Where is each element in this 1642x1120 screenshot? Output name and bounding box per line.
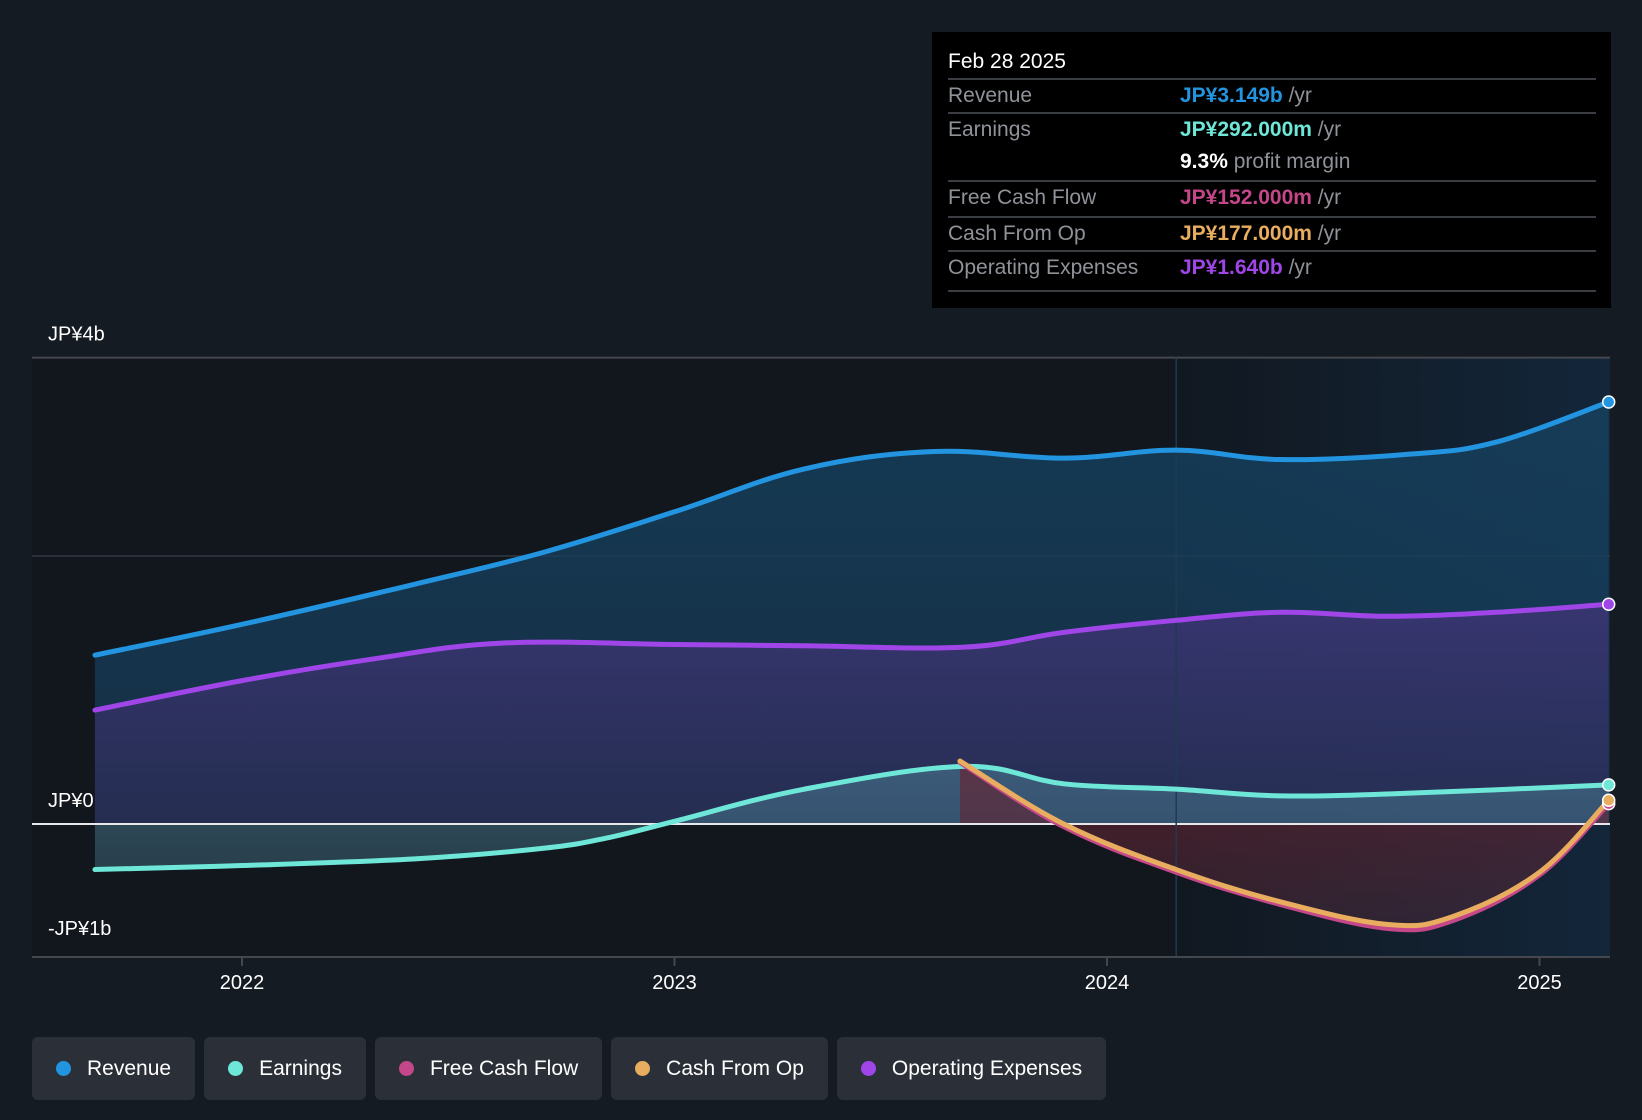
x-tick-label: 2023 — [652, 972, 697, 994]
legend-item-cash-from-op[interactable]: Cash From Op — [611, 1037, 828, 1100]
operating-expenses-endpoint — [1601, 597, 1616, 611]
tooltip-value: JP¥1.640b /yr — [1180, 252, 1312, 284]
tooltip: Feb 28 2025 Revenue JP¥3.149b /yr Earnin… — [932, 32, 1611, 308]
series-areas — [94, 402, 1609, 930]
tooltip-value: JP¥152.000m /yr — [1180, 182, 1341, 214]
y-tick-label: -JP¥1b — [48, 918, 111, 940]
revenue-dot-icon — [56, 1061, 71, 1076]
tooltip-date: Feb 28 2025 — [948, 50, 1066, 73]
free-cash-flow-area — [959, 762, 1609, 930]
legend-item-revenue[interactable]: Revenue — [32, 1037, 196, 1100]
free-cash-flow-dot-icon — [398, 1061, 414, 1076]
tooltip-row-profit-margin: 9.3% profit margin — [948, 146, 1596, 180]
tooltip-value: JP¥292.000m /yr — [1180, 114, 1341, 146]
legend-label: Revenue — [87, 1056, 172, 1080]
tooltip-value-amount: JP¥177.000m — [1180, 222, 1312, 245]
legend-item-free-cash-flow[interactable]: Free Cash Flow — [374, 1037, 603, 1100]
tooltip-unit: /yr — [1288, 84, 1312, 107]
tooltip-unit: profit margin — [1233, 150, 1351, 173]
legend-label: Earnings — [259, 1056, 342, 1080]
legend-label: Free Cash Flow — [429, 1056, 579, 1080]
legend-item-earnings[interactable]: Earnings — [204, 1037, 366, 1100]
operating-expenses-line — [92, 601, 1612, 713]
tooltip-unit: /yr — [1317, 118, 1342, 141]
tooltip-label: Revenue — [948, 84, 1033, 107]
tooltip-value-amount: JP¥152.000m — [1180, 186, 1312, 209]
y-tick-label: JP¥0 — [48, 790, 94, 812]
legend-label: Operating Expenses — [891, 1056, 1083, 1080]
operating-expenses-area — [94, 604, 1609, 824]
tooltip-unit: /yr — [1288, 256, 1312, 279]
cash-from-op-dot-icon — [635, 1061, 651, 1076]
tooltip-value: JP¥3.149b /yr — [1180, 80, 1312, 112]
tooltip-row-earnings: Earnings JP¥292.000m /yr — [948, 112, 1596, 148]
tooltip-label: Cash From Op — [948, 222, 1086, 245]
tooltip-value: JP¥177.000m /yr — [1180, 218, 1341, 250]
tooltip-label: Free Cash Flow — [948, 186, 1097, 209]
x-tick-label: 2022 — [220, 972, 265, 994]
legend: Revenue Earnings Free Cash Flow Cash Fro… — [32, 1037, 1107, 1100]
tooltip-row-operating-expenses: Operating Expenses JP¥1.640b /yr — [948, 250, 1596, 286]
cash-from-op-endpoint — [1601, 793, 1616, 808]
tooltip-divider — [948, 290, 1596, 292]
legend-item-operating-expenses[interactable]: Operating Expenses — [836, 1037, 1107, 1100]
y-axis: JP¥4b JP¥0 -JP¥1b — [48, 324, 111, 940]
earnings-line — [92, 763, 1612, 873]
legend-label: Cash From Op — [666, 1056, 804, 1080]
series-lines — [92, 399, 1612, 933]
earnings-area — [94, 766, 1609, 870]
tooltip-label: Earnings — [948, 118, 1031, 141]
tooltip-value: 9.3% profit margin — [1180, 146, 1350, 178]
revenue-endpoint — [1601, 395, 1616, 409]
tooltip-label: Operating Expenses — [948, 256, 1139, 279]
tooltip-value-amount: JP¥1.640b — [1180, 256, 1283, 279]
tooltip-value-amount: JP¥3.149b — [1180, 84, 1283, 107]
tooltip-unit: /yr — [1317, 186, 1342, 209]
x-axis: 2022 2023 2024 2025 — [220, 957, 1562, 994]
earnings-dot-icon — [228, 1061, 244, 1076]
series-endpoints — [1601, 395, 1616, 811]
x-tick-label: 2024 — [1085, 972, 1130, 994]
tooltip-row-free-cash-flow: Free Cash Flow JP¥152.000m /yr — [948, 180, 1596, 216]
tooltip-unit: /yr — [1317, 222, 1342, 245]
y-tick-label: JP¥4b — [48, 324, 105, 346]
revenue-line — [92, 399, 1612, 658]
tooltip-row-cash-from-op: Cash From Op JP¥177.000m /yr — [948, 216, 1596, 252]
tooltip-value-amount: JP¥292.000m — [1180, 118, 1312, 141]
profit-margin-value: 9.3% — [1180, 150, 1228, 173]
earnings-endpoint — [1601, 778, 1616, 792]
operating-expenses-dot-icon — [860, 1061, 876, 1076]
tooltip-row-revenue: Revenue JP¥3.149b /yr — [948, 78, 1596, 114]
cash-from-op-line — [957, 758, 1612, 929]
x-tick-label: 2025 — [1517, 972, 1562, 994]
